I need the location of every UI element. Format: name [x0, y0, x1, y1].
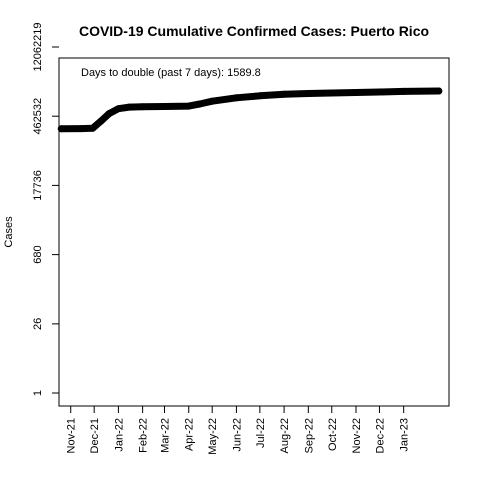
y-tick-label: 26 [32, 318, 44, 330]
data-point [57, 125, 65, 133]
data-point [185, 102, 193, 110]
y-axis: 1 26 680 17736 462532 12062219 [32, 23, 59, 396]
data-point [114, 105, 122, 113]
data-point [105, 110, 113, 118]
data-point [352, 89, 360, 96]
x-tick-label: Dec-22 [374, 418, 386, 453]
data-point [89, 124, 97, 132]
x-tick-label: Apr-22 [184, 418, 196, 451]
data-point [208, 97, 216, 105]
data-point [139, 103, 147, 111]
x-tick-label: Jan-22 [113, 418, 125, 452]
x-tick-label: Dec-21 [89, 418, 101, 453]
data-point [97, 117, 105, 125]
x-tick-label: Aug-22 [279, 418, 291, 453]
data-point [328, 89, 336, 97]
x-tick-label: May-22 [207, 418, 219, 455]
doubling-annotation: Days to double (past 7 days): 1589.8 [81, 67, 261, 79]
series-layer [57, 87, 443, 133]
data-point [304, 90, 312, 97]
x-tick-label: Feb-22 [138, 418, 150, 453]
x-axis: Nov-21 Dec-21 Jan-22 Feb-22 Mar-22 Apr-22 May-… [66, 406, 411, 455]
y-tick-label: 1 [32, 390, 44, 396]
y-tick-label: 462532 [32, 98, 44, 135]
data-point [78, 125, 86, 133]
plot-frame [58, 57, 450, 407]
data-point [196, 100, 204, 108]
y-tick-label: 17736 [32, 170, 44, 201]
x-tick-label: Sep-22 [303, 418, 315, 453]
x-tick-label: Jun-22 [231, 418, 243, 452]
y-tick-label: 12062219 [32, 23, 44, 72]
x-tick-label: Nov-22 [351, 418, 363, 453]
y-axis-label: Cases [3, 216, 15, 248]
x-tick-label: Mar-22 [160, 418, 172, 453]
x-tick-label: Jan-23 [399, 418, 411, 452]
data-point [125, 103, 133, 111]
data-point [161, 103, 168, 110]
x-tick-label: Nov-21 [66, 418, 78, 453]
y-tick-label: 680 [32, 245, 44, 263]
data-point [232, 94, 240, 102]
data-point [375, 88, 383, 96]
chart-title: COVID-19 Cumulative Confirmed Cases: Pue… [79, 23, 429, 39]
data-point [400, 87, 408, 95]
data-point [256, 92, 264, 100]
data-point [435, 87, 443, 95]
x-tick-label: Jul-22 [255, 418, 267, 448]
data-point [280, 90, 288, 98]
x-tick-label: Oct-22 [327, 418, 339, 451]
